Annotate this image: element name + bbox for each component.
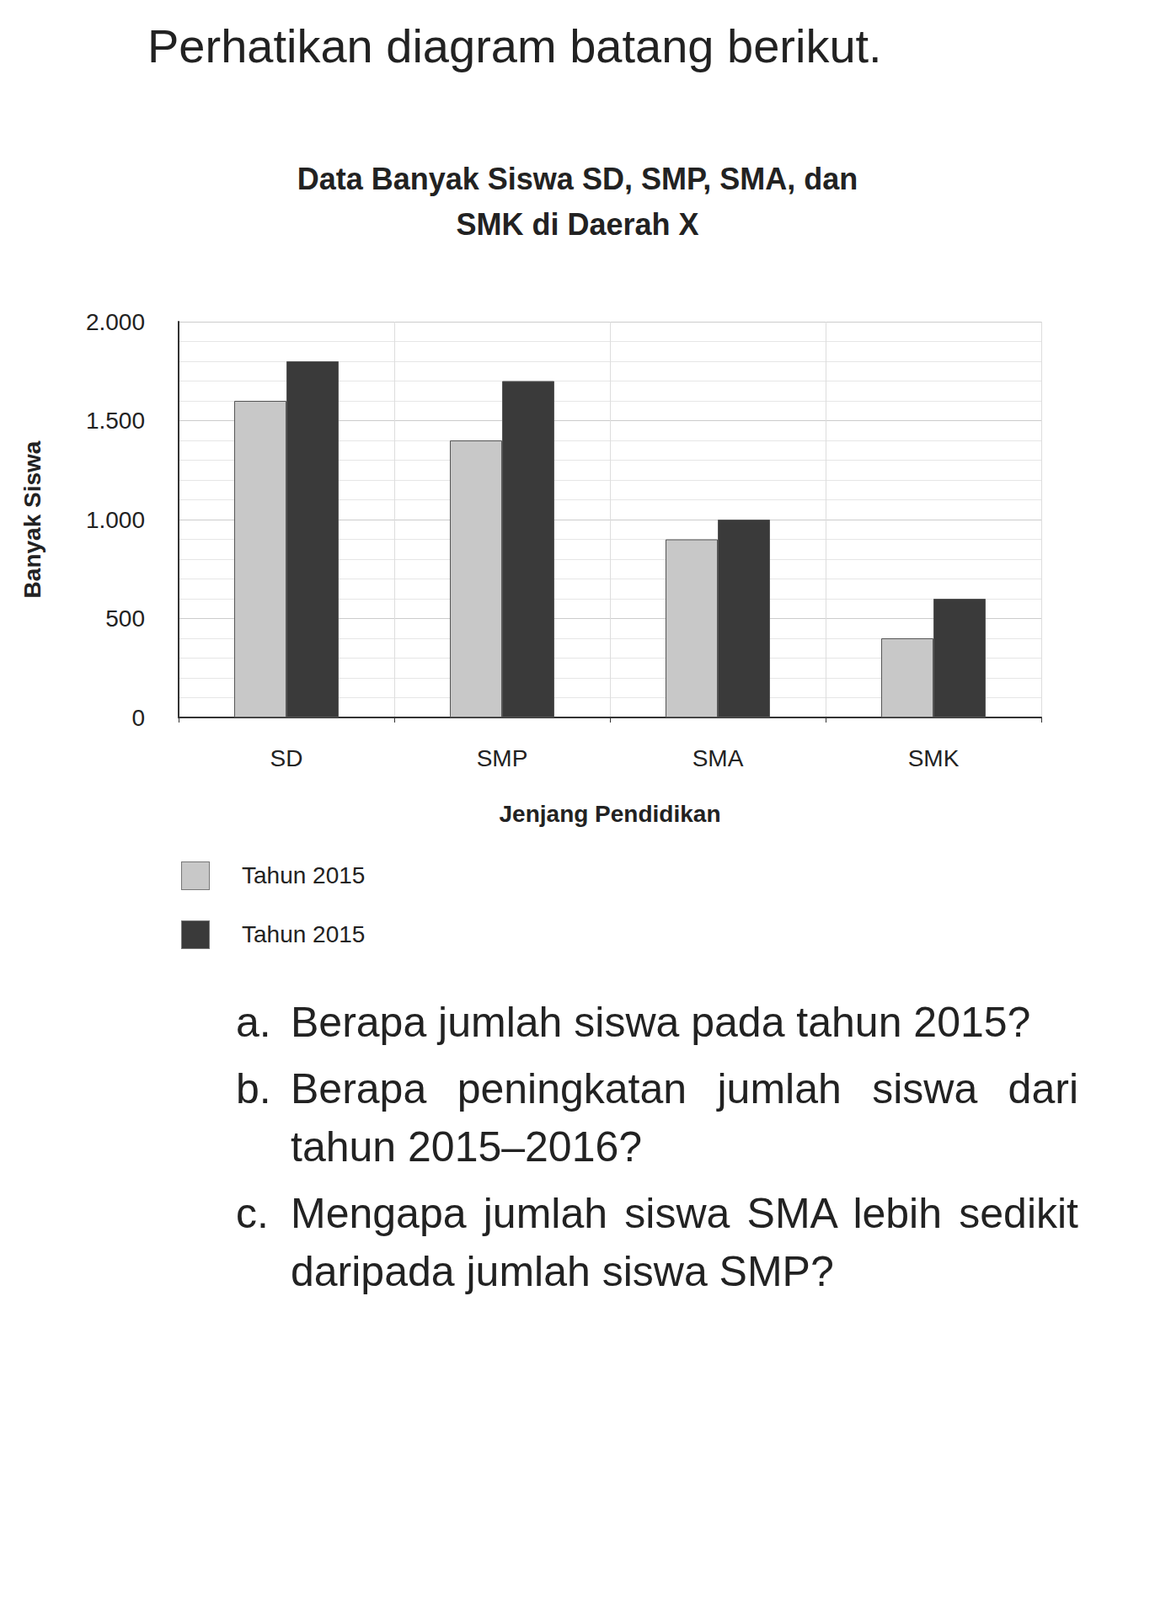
- svg-text:0: 0: [131, 705, 145, 732]
- html-text:c.: c.: [235, 1190, 269, 1238]
- svg-text:500: 500: [105, 605, 145, 632]
- svg-text:SMK di Daerah X: SMK di Daerah X: [455, 207, 699, 242]
- svg-text:SD: SD: [270, 745, 304, 772]
- svg-text:2.000: 2.000: [85, 309, 145, 336]
- svg-text:SMA: SMA: [692, 745, 744, 772]
- svg-text:1.500: 1.500: [85, 407, 145, 434]
- svg-text:Banyak Siswa: Banyak Siswa: [19, 440, 46, 599]
- html-text:a.: a.: [235, 999, 272, 1047]
- html-text:Berapa peningkatan jumlah sisw: Berapa peningkatan jumlah siswa dari tah…: [290, 1065, 1079, 1172]
- svg-text:1.000: 1.000: [85, 507, 145, 534]
- html-text:Perhatikan diagram batang beri: Perhatikan diagram batang berikut.: [147, 19, 882, 73]
- svg-text:SMK: SMK: [908, 745, 960, 772]
- svg-text:Data Banyak Siswa SD, SMP, SMA: Data Banyak Siswa SD, SMP, SMA, dan: [297, 161, 859, 197]
- html-text:Mengapa jumlah siswa SMA lebih: Mengapa jumlah siswa SMA lebih sedikit d…: [290, 1190, 1079, 1296]
- html-text:Berapa jumlah siswa pada tahun: Berapa jumlah siswa pada tahun 2015?: [290, 999, 1031, 1047]
- svg-text:Jenjang Pendidikan: Jenjang Pendidikan: [499, 801, 722, 828]
- html-text:Tahun 2015: Tahun 2015: [241, 921, 366, 948]
- html-text:b.: b.: [235, 1065, 272, 1113]
- html-text:Tahun 2015: Tahun 2015: [241, 862, 366, 889]
- svg-text:SMP: SMP: [476, 745, 529, 772]
